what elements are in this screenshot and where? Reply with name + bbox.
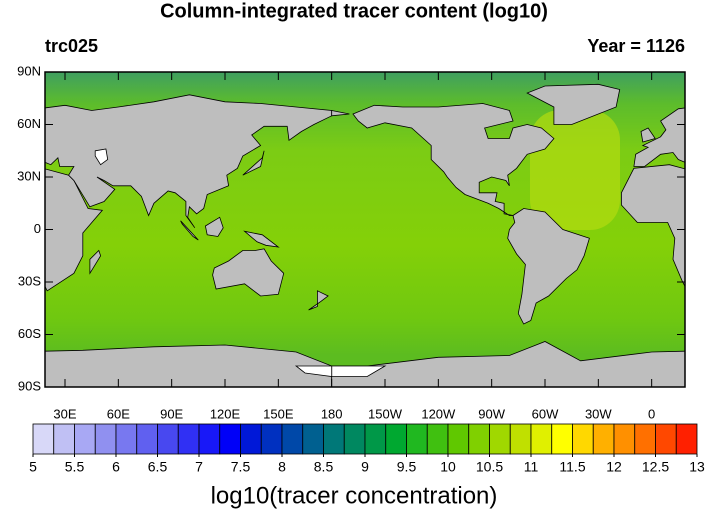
ice — [94, 148, 109, 166]
colorbar-box — [447, 423, 470, 455]
lat-tick-label: 30N — [17, 168, 41, 183]
lon-tick-label: 120W — [421, 406, 456, 421]
lon-tick-label: 0 — [648, 406, 655, 421]
colorbar-box — [613, 423, 636, 455]
colorbar-tick-label: 5.5 — [65, 459, 85, 475]
lon-tick-label: 60W — [532, 406, 559, 421]
landmass — [331, 110, 350, 117]
colorbar-tick-label: 8.5 — [314, 459, 334, 475]
land — [1, 83, 685, 387]
colorbar-box — [136, 423, 158, 455]
colorbar-tick-label: 10.5 — [476, 459, 503, 475]
colorbar-box — [509, 423, 532, 455]
lon-tick-label: 30E — [53, 406, 76, 421]
colorbar-tick-label: 9.5 — [397, 459, 417, 475]
colorbar-box — [198, 423, 221, 455]
lat-tick-label: 0 — [34, 221, 41, 236]
colorbar-box — [219, 423, 241, 455]
colorbar-box — [94, 423, 117, 455]
landmass — [352, 103, 555, 216]
colorbar-box — [74, 423, 96, 455]
colorbar-tick-label: 6 — [112, 459, 120, 475]
left-label: trc025 — [45, 36, 98, 56]
landmass — [242, 150, 265, 176]
colorbar-tick-label: 9 — [361, 459, 369, 475]
colorbar-box — [323, 423, 345, 455]
colorbar-box — [302, 423, 324, 455]
ice — [294, 365, 333, 377]
colorbar-tick-label: 11.5 — [559, 459, 585, 475]
colorbar-box — [32, 423, 55, 455]
lon-tick-label: 30W — [585, 406, 612, 421]
colorbar-tick-label: 13 — [689, 459, 705, 475]
colorbar-tick-label: 8 — [278, 459, 286, 475]
right-label: Year = 1126 — [587, 36, 685, 56]
lat-tick-label: 90S — [18, 378, 41, 393]
landmass — [640, 127, 656, 143]
lon-tick-label: 150W — [368, 406, 403, 421]
colorbar-box — [406, 423, 428, 455]
colorbar-box — [592, 423, 615, 455]
lon-tick-label: 90E — [160, 406, 183, 421]
lon-tick-label: 180 — [321, 406, 343, 421]
landmass — [204, 216, 224, 237]
colorbar-box — [530, 423, 553, 455]
landmass — [45, 344, 333, 387]
colorbar-box — [115, 423, 138, 455]
landmass — [526, 83, 621, 125]
lat-tick-label: 60N — [17, 116, 41, 131]
lat-tick-label: 30S — [18, 273, 41, 288]
landmass — [45, 168, 104, 292]
colorbar-box — [551, 423, 573, 455]
landmass — [633, 107, 685, 167]
colorbar-box — [343, 423, 366, 455]
lon-tick-label: 150E — [263, 406, 294, 421]
colorbar-box — [157, 423, 179, 455]
lat-tick-label: 60S — [18, 326, 41, 341]
colorbar-tick-label: 10 — [440, 459, 456, 475]
landmass — [45, 94, 333, 229]
colorbar-tick-label: 12 — [606, 459, 622, 475]
title: Column-integrated tracer content (log10) — [160, 0, 548, 22]
map-area — [1, 72, 685, 387]
colorbar-title: log10(tracer concentration) — [211, 482, 498, 509]
landmass — [212, 248, 285, 297]
landmass — [507, 208, 590, 325]
colorbar-tick-label: 7 — [195, 459, 203, 475]
landmass — [331, 341, 685, 387]
landmass — [180, 220, 199, 241]
lat-tick-label: 90N — [17, 63, 41, 78]
lon-tick-label: 120E — [210, 406, 241, 421]
colorbar-box — [177, 423, 200, 455]
colorbar-box — [53, 423, 75, 455]
landmass — [89, 249, 102, 275]
landmass — [243, 230, 280, 248]
colorbar-tick-label: 5 — [29, 459, 37, 475]
landmass — [621, 164, 685, 288]
colorbar-box — [281, 423, 304, 455]
colorbar-box — [426, 423, 449, 455]
colorbar-box — [260, 423, 283, 455]
lon-tick-label: 90W — [478, 406, 505, 421]
colorbar-box — [364, 423, 387, 455]
colorbar-box — [385, 423, 407, 455]
colorbar-box — [489, 423, 511, 455]
colorbar-box — [468, 423, 490, 455]
colorbar-tick-label: 12.5 — [642, 459, 669, 475]
lon-tick-label: 60E — [107, 406, 130, 421]
colorbar-box — [572, 423, 594, 455]
colorbar-tick-label: 11 — [524, 459, 539, 475]
colorbar-box — [675, 423, 698, 455]
colorbar-box — [240, 423, 262, 455]
colorbar-box — [634, 423, 656, 455]
landmass — [308, 290, 329, 311]
colorbar-box — [655, 423, 677, 455]
colorbar-tick-label: 6.5 — [148, 459, 168, 475]
landmass — [1, 128, 15, 142]
colorbar-tick-label: 7.5 — [231, 459, 251, 475]
